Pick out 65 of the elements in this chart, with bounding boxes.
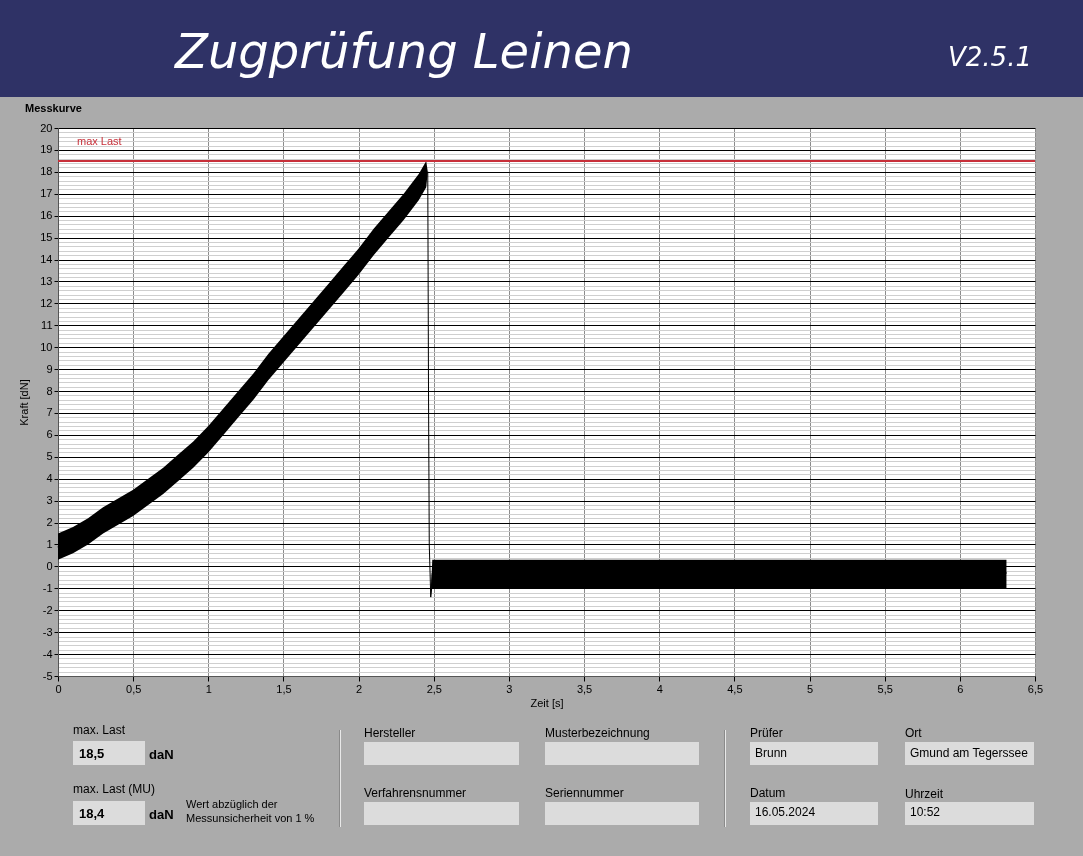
ref-line-label: max Last (77, 134, 122, 147)
x-tick-label: 0,5 (126, 682, 142, 695)
y-tick-label: 7 (46, 406, 53, 419)
y-tick-label: 19 (40, 143, 53, 156)
text: Musterbezeichnung (545, 726, 650, 740)
text: Prüfer (750, 726, 783, 740)
text: daN (149, 747, 174, 762)
y-tick-label: 9 (46, 362, 53, 375)
text: Uhrzeit (905, 787, 944, 801)
y-tick-label: 2 (46, 516, 53, 529)
x-tick-label: 5 (806, 682, 814, 695)
y-tick-label: 0 (46, 559, 53, 572)
x-tick-label: 4,5 (727, 682, 743, 695)
x-tick-label: 5,5 (877, 682, 893, 695)
y-tick-label: 14 (40, 253, 53, 266)
y-tick-label: 3 (46, 494, 53, 507)
y-tick-label: 11 (41, 318, 53, 331)
text: V2.5.1 (948, 42, 1032, 72)
x-axis-title: Zeit [s] (530, 696, 564, 709)
x-tick-label: 6,5 (1027, 682, 1044, 695)
y-axis-title: Kraft [dN] (18, 379, 31, 426)
text: Seriennummer (545, 786, 624, 800)
y-tick-label: -4 (42, 647, 53, 660)
x-tick-label: 1 (205, 682, 212, 695)
y-tick-label: 1 (46, 537, 53, 550)
y-tick-label: -2 (42, 603, 53, 616)
y-tick-label: 18 (40, 165, 53, 178)
y-tick-label: -5 (42, 669, 53, 682)
chart-title: Zugprüfung Leinen (175, 23, 633, 79)
text: Brunn (755, 746, 788, 760)
text: daN (149, 807, 174, 822)
text: 18,5 (79, 746, 105, 761)
y-tick-label: 5 (46, 450, 53, 463)
text: 16.05.2024 (755, 805, 816, 819)
text: Gmund am Tegerssee (910, 746, 1028, 760)
y-tick-label: 13 (40, 274, 53, 287)
chart-subtitle: Messkurve (25, 102, 82, 114)
text: 18,4 (79, 806, 105, 821)
text: Hersteller (364, 726, 416, 740)
x-tick-label: 0 (55, 682, 62, 695)
text: max. Last (73, 723, 126, 737)
text: max. Last (MU) (73, 782, 156, 796)
text: Wert abzüglich der Messunsicherheit von 1 % (186, 797, 316, 825)
text: 10:52 (910, 805, 941, 819)
x-tick-label: 2,5 (426, 682, 442, 695)
y-tick-label: 8 (46, 384, 53, 397)
y-tick-label: -1 (42, 581, 53, 594)
x-tick-label: 6 (957, 682, 964, 695)
y-tick-label: -3 (42, 625, 53, 638)
x-tick-label: 3 (506, 682, 513, 695)
x-tick-label: 1,5 (276, 682, 292, 695)
x-tick-label: 4 (656, 682, 663, 695)
text: Ort (905, 726, 922, 740)
x-tick-label: 2 (356, 682, 363, 695)
text: Datum (750, 786, 786, 800)
x-tick-label: 3,5 (576, 682, 593, 695)
y-tick-label: 16 (40, 209, 53, 222)
y-tick-label: 10 (40, 340, 53, 353)
y-tick-label: 4 (46, 472, 53, 485)
y-tick-label: 6 (46, 428, 53, 441)
y-tick-label: 12 (40, 296, 53, 309)
y-tick-label: 20 (40, 121, 53, 134)
text: Verfahrensnummer (364, 786, 467, 800)
y-tick-label: 15 (40, 231, 53, 244)
y-tick-label: 17 (40, 187, 53, 200)
